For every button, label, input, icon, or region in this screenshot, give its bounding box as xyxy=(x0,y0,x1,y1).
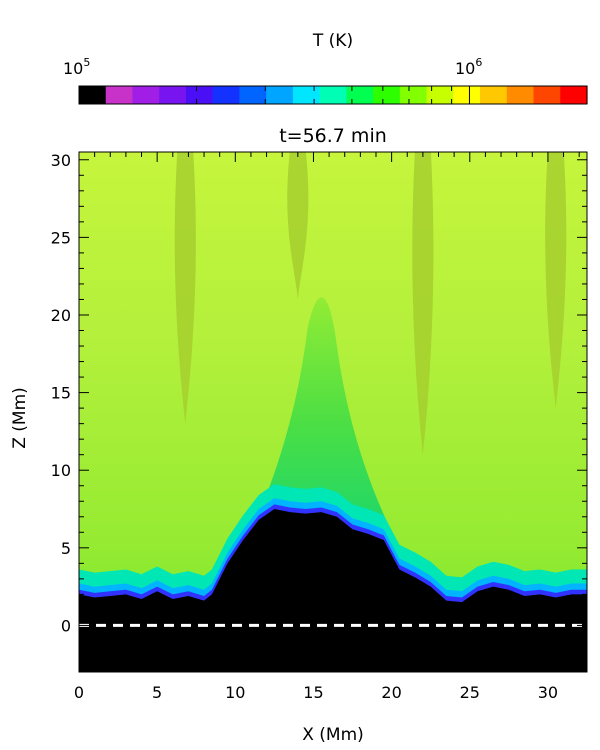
x-tick-label: 20 xyxy=(381,683,401,702)
colorbar-ticks xyxy=(78,86,588,104)
filaments xyxy=(174,152,567,455)
svg-text:105: 105 xyxy=(63,56,90,78)
filament xyxy=(287,152,309,300)
y-tick-label: 5 xyxy=(61,539,71,558)
colorbar-swatch xyxy=(319,86,347,104)
colorbar-swatch xyxy=(266,86,294,104)
colorbar-swatch xyxy=(480,86,508,104)
x-tick-label: 0 xyxy=(74,683,84,702)
chart-title: t=56.7 min xyxy=(279,125,387,147)
colorbar-swatch xyxy=(105,86,134,104)
y-tick-label: 15 xyxy=(51,384,71,403)
colorbar-swatch xyxy=(185,86,214,104)
hot-plume xyxy=(243,297,400,548)
x-tick-label: 30 xyxy=(538,683,558,702)
y-tick-label: 25 xyxy=(51,228,71,247)
colorbar-swatch xyxy=(239,86,267,104)
y-tick-label: 20 xyxy=(51,306,71,325)
svg-text:106: 106 xyxy=(455,56,482,78)
colorbar-tick-label-high: 106 xyxy=(455,56,482,78)
y-tick-label: 10 xyxy=(51,461,71,480)
filament xyxy=(412,152,434,455)
colorbar-tick-label-low: 105 xyxy=(63,56,90,78)
x-tick-label: 15 xyxy=(303,683,323,702)
colorbar-swatch xyxy=(159,86,187,104)
colorbar-swatch xyxy=(292,86,321,104)
colorbar xyxy=(79,86,588,104)
colorbar-swatch xyxy=(506,86,535,104)
y-axis-label: Z (Mm) xyxy=(10,387,30,449)
y-tick-label: 0 xyxy=(61,616,71,635)
x-tick-label: 25 xyxy=(460,683,480,702)
colorbar-swatch xyxy=(533,86,561,104)
cool-region xyxy=(79,509,587,672)
axis-ticks: 0 5 10 15 20 25 30 0 5 10 15 20 25 30 xyxy=(51,151,587,702)
colorbar-swatch xyxy=(560,86,588,104)
colorbar-title: T (K) xyxy=(312,31,353,51)
colorbar-swatch xyxy=(373,86,401,104)
y-tick-label: 30 xyxy=(51,151,71,170)
x-tick-label: 5 xyxy=(152,683,162,702)
colorbar-swatch xyxy=(346,86,374,104)
colorbar-swatch xyxy=(212,86,241,104)
colorbar-swatch xyxy=(132,86,160,104)
colorbar-swatch xyxy=(453,86,481,104)
colorbar-swatch xyxy=(79,86,107,104)
x-axis-label: X (Mm) xyxy=(302,725,364,745)
plot-frame xyxy=(78,151,588,673)
colorbar-swatch xyxy=(399,86,428,104)
filament xyxy=(174,152,196,424)
filament xyxy=(545,152,567,409)
colorbar-swatch xyxy=(426,86,454,104)
x-tick-label: 10 xyxy=(225,683,245,702)
plot-area xyxy=(79,152,587,672)
